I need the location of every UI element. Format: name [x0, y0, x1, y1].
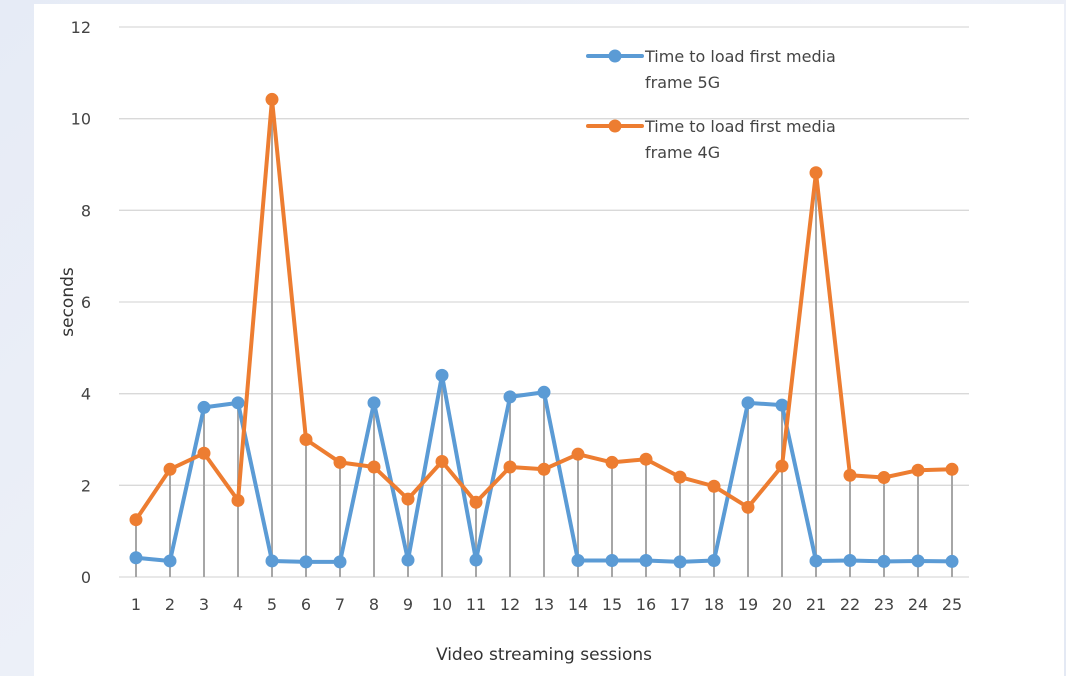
y-tick-label: 12	[71, 18, 91, 37]
chart-panel: 0 2 4 6 8 10 12 1 2 3 4 5 6 7 8 9 10 11 12 13 14 15 16 17 18 19 20…	[34, 4, 1064, 676]
legend-entry-label: frame 4G	[645, 143, 720, 162]
series-1-point	[605, 554, 619, 567]
x-tick-label: 11	[466, 595, 486, 614]
series-1-point	[231, 396, 245, 410]
series-1-point	[707, 554, 721, 567]
series-1-point	[333, 555, 347, 569]
x-tick-label: 16	[636, 595, 656, 614]
legend-entry-label: Time to load first media	[644, 117, 836, 136]
y-tick-label: 8	[81, 201, 91, 220]
series-1-point	[299, 555, 313, 569]
series-2-point	[673, 470, 687, 484]
x-tick-label: 20	[772, 595, 792, 614]
series-2-point	[503, 460, 517, 474]
series-2-point	[265, 92, 279, 106]
series-1-point	[843, 554, 857, 567]
y-tick-label: 0	[81, 568, 91, 587]
x-tick-label: 6	[301, 595, 311, 614]
series-1-point	[265, 554, 279, 568]
x-tick-label: 21	[806, 595, 826, 614]
series-1-point	[469, 553, 483, 567]
x-tick-label: 1	[131, 595, 141, 614]
series-1-point	[129, 551, 143, 565]
x-tick-label: 18	[704, 595, 724, 614]
legend-swatch-marker	[608, 49, 622, 63]
series-1-point	[503, 390, 517, 404]
series-2-point	[945, 462, 959, 476]
x-tick-label: 7	[335, 595, 345, 614]
y-tick-label: 2	[81, 476, 91, 495]
series-2-point	[639, 452, 653, 466]
series-2-point	[367, 460, 381, 474]
legend-entry-label: Time to load first media	[644, 47, 836, 66]
y-tick-label: 10	[71, 110, 91, 129]
series-2-point	[809, 166, 823, 180]
series-2-point	[571, 447, 585, 461]
series-1-point	[809, 554, 823, 568]
series-1-point	[401, 553, 415, 567]
series-1-point	[911, 554, 925, 568]
x-tick-label: 9	[403, 595, 413, 614]
series-2-point	[877, 471, 891, 485]
x-tick-label: 14	[568, 595, 588, 614]
series-1-point	[537, 385, 551, 399]
series-1-point	[367, 396, 381, 410]
legend-entry-label: frame 5G	[645, 73, 720, 92]
legend-swatch-marker	[608, 119, 622, 133]
x-tick-label: 5	[267, 595, 277, 614]
series-2-point	[231, 493, 245, 507]
series-1-point	[163, 554, 177, 568]
x-tick-label: 17	[670, 595, 690, 614]
x-tick-label: 4	[233, 595, 243, 614]
x-tick-label: 2	[165, 595, 175, 614]
series-2-point	[605, 455, 619, 469]
series-1-point	[673, 555, 687, 569]
series-2-point	[707, 479, 721, 493]
y-tick-label: 4	[81, 385, 91, 404]
x-tick-label: 23	[874, 595, 894, 614]
series-1-point	[775, 398, 789, 412]
y-tick-label: 6	[81, 293, 91, 312]
series-1-point	[741, 396, 755, 410]
x-tick-label: 8	[369, 595, 379, 614]
series-2-point	[469, 495, 483, 509]
series-2-point	[401, 492, 415, 506]
x-tick-label: 25	[942, 595, 962, 614]
series-2-point	[299, 433, 313, 446]
series-2-point	[741, 500, 755, 514]
series-1-point	[945, 554, 959, 568]
series-1-point	[877, 554, 891, 568]
x-tick-label: 22	[840, 595, 860, 614]
x-tick-label: 3	[199, 595, 209, 614]
x-tick-label: 12	[500, 595, 520, 614]
series-2-point	[129, 513, 143, 527]
series-2-point	[197, 446, 211, 460]
x-tick-label: 13	[534, 595, 554, 614]
series-1-point	[639, 554, 653, 567]
series-2-point	[435, 455, 449, 468]
x-tick-label: 19	[738, 595, 758, 614]
x-axis-title: Video streaming sessions	[436, 645, 652, 665]
y-axis-title: seconds	[58, 267, 78, 337]
series-2-point	[333, 455, 347, 469]
series-2-point	[537, 462, 551, 476]
series-1-point	[197, 400, 211, 414]
series-2-point	[775, 459, 789, 473]
x-tick-label: 15	[602, 595, 622, 614]
series-2-point	[163, 462, 177, 476]
series-1-point	[435, 368, 449, 382]
x-tick-label: 24	[908, 595, 928, 614]
series-2-point	[911, 463, 925, 477]
x-tick-label: 10	[432, 595, 452, 614]
series-1-point	[571, 554, 585, 567]
series-2-point	[843, 468, 857, 482]
